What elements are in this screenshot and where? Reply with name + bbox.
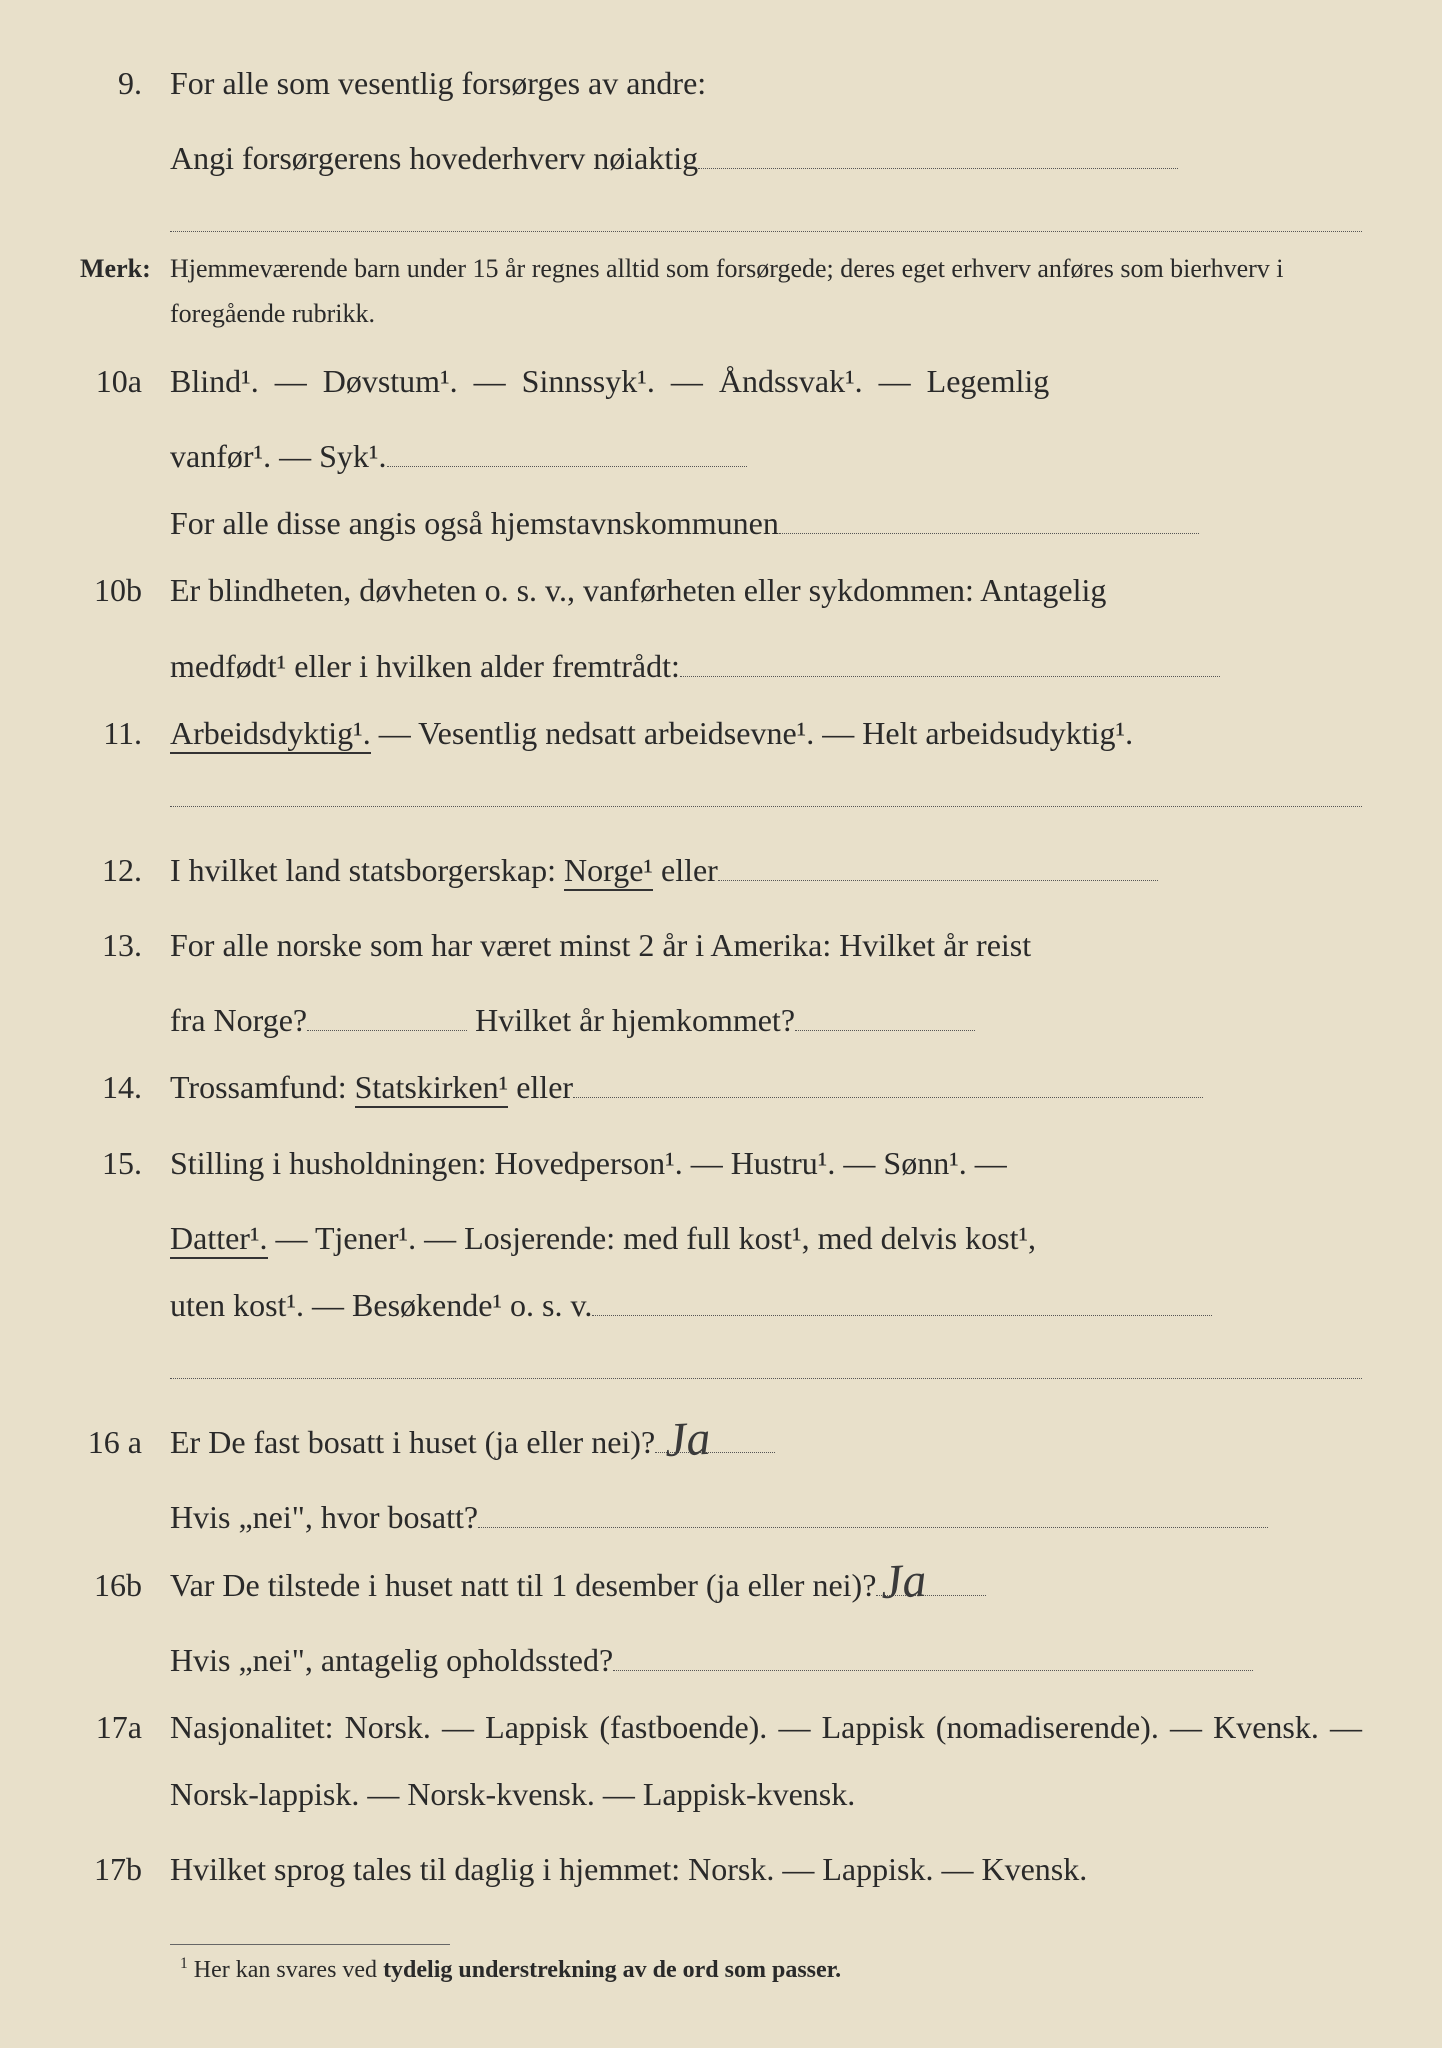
- q14-text-c: eller: [508, 1069, 573, 1105]
- blank-line[interactable]: [718, 846, 1158, 881]
- q15-text-2b: — Tjener¹. — Losjerende: med full kost¹,…: [268, 1220, 1037, 1256]
- q9-line2: Angi forsørgerens hovederhverv nøiaktig: [80, 125, 1362, 192]
- q10b-line2: medfødt¹ eller i hvilken alder fremtrådt…: [170, 633, 1362, 700]
- q10a-number: 10a: [80, 351, 170, 412]
- q16b-text-1: Var De tilstede i huset natt til 1 desem…: [170, 1567, 876, 1603]
- q14-text-a: Trossamfund:: [170, 1069, 355, 1105]
- q16a-text-1: Er De fast bosatt i huset (ja eller nei)…: [170, 1424, 655, 1460]
- q10b-text-1: Er blindheten, døvheten o. s. v., vanfør…: [170, 557, 1362, 624]
- question-17b: 17b Hvilket sprog tales til daglig i hje…: [80, 1836, 1362, 1903]
- answer-field[interactable]: Ja: [655, 1418, 775, 1453]
- q16b-text-2: Hvis „nei", antagelig opholdssted?: [170, 1642, 613, 1678]
- q11-rest: — Vesentlig nedsatt arbeidsevne¹. — Helt…: [371, 715, 1133, 751]
- footnote-rule: [170, 1944, 450, 1945]
- q13-text-1: For alle norske som har været minst 2 år…: [170, 912, 1362, 979]
- q17a-text: Nasjonalitet: Norsk. — Lappisk (fastboen…: [170, 1694, 1362, 1828]
- q17b-text: Hvilket sprog tales til daglig i hjemmet…: [170, 1836, 1362, 1903]
- q14-underlined: Statskirken¹: [355, 1069, 509, 1108]
- blank-line[interactable]: [592, 1281, 1212, 1316]
- blank-line[interactable]: [307, 996, 467, 1031]
- q10a-line2: vanfør¹. — Syk¹.: [170, 423, 1362, 490]
- q16a-number: 16 a: [80, 1412, 170, 1473]
- footnote: 1 Her kan svares ved tydelig understrekn…: [180, 1955, 1362, 1984]
- blank-line[interactable]: [573, 1063, 1203, 1098]
- question-11: 11. Arbeidsdyktig¹. — Vesentlig nedsatt …: [80, 700, 1362, 767]
- blank-line-full[interactable]: [170, 779, 1362, 807]
- q13-line2: fra Norge? Hvilket år hjemkommet?: [170, 987, 1362, 1054]
- footnote-text-a: Her kan svares ved: [188, 1957, 383, 1983]
- handwritten-ja: Ja: [663, 1389, 714, 1492]
- q16b-number: 16b: [80, 1555, 170, 1616]
- blank-line[interactable]: [680, 641, 1220, 676]
- q10b-text-2: medfødt¹ eller i hvilken alder fremtrådt…: [170, 648, 680, 684]
- q14-number: 14.: [80, 1057, 170, 1118]
- q10a-text-3: For alle disse angis også hjemstavnskomm…: [170, 505, 779, 541]
- q13-text-2a: fra Norge?: [170, 1002, 307, 1038]
- q15-line2: Datter¹. — Tjener¹. — Losjerende: med fu…: [170, 1205, 1362, 1272]
- answer-field[interactable]: Ja: [876, 1560, 986, 1595]
- q16a-text-2: Hvis „nei", hvor bosatt?: [170, 1499, 478, 1535]
- blank-line[interactable]: [698, 134, 1178, 169]
- opt-andssvak: Åndssvak¹.: [719, 363, 863, 399]
- question-16b: 16b Var De tilstede i huset natt til 1 d…: [80, 1552, 1362, 1619]
- q12-underlined: Norge¹: [564, 852, 653, 891]
- question-9: 9. For alle som vesentlig forsørges av a…: [80, 50, 1362, 117]
- q12-number: 12.: [80, 840, 170, 901]
- opt-dovstum: Døvstum¹.: [323, 363, 458, 399]
- question-10a: 10a Blind¹. — Døvstum¹. — Sinnssyk¹. — Å…: [80, 348, 1362, 415]
- q17a-number: 17a: [80, 1697, 170, 1758]
- opt-legemlig: Legemlig: [927, 363, 1050, 399]
- blank-line[interactable]: [478, 1493, 1268, 1528]
- q9-text-1: For alle som vesentlig forsørges av andr…: [170, 50, 1362, 117]
- q12-text-a: I hvilket land statsborgerskap:: [170, 852, 564, 888]
- question-14: 14. Trossamfund: Statskirken¹ eller: [80, 1054, 1362, 1121]
- q16b-line2: Hvis „nei", antagelig opholdssted?: [170, 1627, 1362, 1694]
- q12-text-c: eller: [653, 852, 718, 888]
- merk-text: Hjemmeværende barn under 15 år regnes al…: [170, 247, 1362, 335]
- blank-line[interactable]: [779, 499, 1199, 534]
- q15-number: 15.: [80, 1133, 170, 1194]
- question-10b: 10b Er blindheten, døvheten o. s. v., va…: [80, 557, 1362, 624]
- merk-label: Merk:: [80, 244, 170, 293]
- q10a-text-2: vanfør¹. — Syk¹.: [170, 438, 387, 474]
- q15-text-1: Stilling i husholdningen: Hovedperson¹. …: [170, 1130, 1362, 1197]
- q10b-number: 10b: [80, 560, 170, 621]
- question-15: 15. Stilling i husholdningen: Hovedperso…: [80, 1130, 1362, 1197]
- opt-sinnssyk: Sinnssyk¹.: [522, 363, 655, 399]
- q15-text-3: uten kost¹. — Besøkende¹ o. s. v.: [170, 1287, 592, 1323]
- blank-line[interactable]: [387, 432, 747, 467]
- q16a-line2: Hvis „nei", hvor bosatt?: [170, 1484, 1362, 1551]
- opt-blind: Blind¹.: [170, 363, 259, 399]
- q11-underlined: Arbeidsdyktig¹.: [170, 715, 371, 754]
- q15-line3: uten kost¹. — Besøkende¹ o. s. v.: [170, 1272, 1362, 1339]
- footnote-text-b: tydelig understrekning av de ord som pas…: [383, 1957, 841, 1983]
- q9-text-2: Angi forsørgerens hovederhverv nøiaktig: [170, 140, 698, 176]
- q15-underlined: Datter¹.: [170, 1220, 268, 1259]
- question-17a: 17a Nasjonalitet: Norsk. — Lappisk (fast…: [80, 1694, 1362, 1828]
- blank-line[interactable]: [795, 996, 975, 1031]
- blank-line[interactable]: [613, 1636, 1253, 1671]
- blank-line-full[interactable]: [170, 204, 1362, 232]
- q11-number: 11.: [80, 703, 170, 764]
- q13-number: 13.: [80, 915, 170, 976]
- q17b-number: 17b: [80, 1839, 170, 1900]
- q13-text-2b: Hvilket år hjemkommet?: [467, 1002, 795, 1038]
- q9-number: 9.: [80, 53, 170, 114]
- question-13: 13. For alle norske som har været minst …: [80, 912, 1362, 979]
- merk-note: Merk: Hjemmeværende barn under 15 år reg…: [80, 244, 1362, 335]
- question-12: 12. I hvilket land statsborgerskap: Norg…: [80, 837, 1362, 904]
- q10a-line3: For alle disse angis også hjemstavnskomm…: [170, 490, 1362, 557]
- handwritten-ja: Ja: [879, 1531, 930, 1634]
- footnote-sup: 1: [180, 1955, 188, 1972]
- blank-line-full[interactable]: [170, 1351, 1362, 1379]
- question-16a: 16 a Er De fast bosatt i huset (ja eller…: [80, 1409, 1362, 1476]
